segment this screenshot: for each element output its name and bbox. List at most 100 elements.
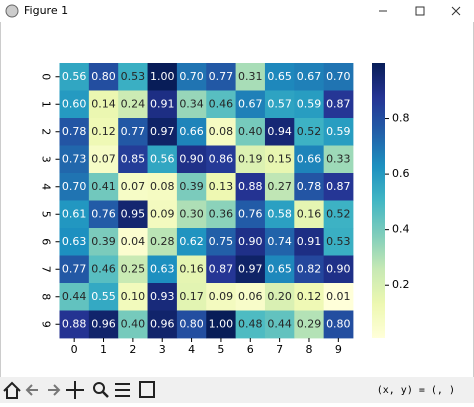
heatmap-cell <box>235 255 266 284</box>
cell-label: 0.93 <box>150 290 175 303</box>
heatmap-cell <box>264 283 295 311</box>
heatmap-cell <box>88 310 119 339</box>
cell-label: 0.12 <box>91 125 116 138</box>
y-tick-label: 1 <box>40 101 53 108</box>
cell-label: 0.77 <box>62 262 87 275</box>
cell-label: 0.97 <box>238 262 263 275</box>
heatmap-cell <box>264 173 295 201</box>
cell-label: 0.61 <box>62 207 87 220</box>
cell-label: 0.94 <box>267 125 292 138</box>
cell-label: 0.77 <box>121 125 146 138</box>
y-tick-label: 5 <box>40 211 53 218</box>
heatmap-cell <box>294 145 325 174</box>
heatmap-cell <box>118 255 148 284</box>
cell-label: 0.76 <box>91 207 116 220</box>
maximize-button[interactable] <box>415 6 425 16</box>
title-bar <box>0 0 474 22</box>
cell-label: 0.66 <box>297 152 322 165</box>
heatmap-cell <box>323 255 354 284</box>
heatmap-cell <box>206 145 236 174</box>
back-button[interactable] <box>25 384 38 396</box>
cell-label: 0.87 <box>209 262 234 275</box>
heatmap-cell <box>323 200 354 229</box>
heatmap-cell <box>59 200 90 229</box>
heatmap-cell <box>88 173 119 201</box>
y-tick-label: 0 <box>40 73 53 80</box>
heatmap-cell <box>235 145 266 174</box>
heatmap-cell <box>294 310 325 339</box>
heatmap-cell <box>294 118 325 146</box>
cell-label: 0.28 <box>150 235 175 248</box>
cell-label: 0.96 <box>91 317 116 330</box>
cell-label: 0.91 <box>297 235 322 248</box>
cell-label: 0.52 <box>297 125 322 138</box>
close-button[interactable] <box>451 6 461 16</box>
cell-label: 0.90 <box>179 152 204 165</box>
heatmap-cell <box>59 310 90 339</box>
cell-label: 0.78 <box>297 180 322 193</box>
heatmap-cell <box>206 310 236 339</box>
heatmap-cell <box>206 255 236 284</box>
cell-label: 0.40 <box>238 125 263 138</box>
heatmap-cell <box>294 255 325 284</box>
cell-label: 0.55 <box>91 290 116 303</box>
home-button[interactable] <box>3 381 21 399</box>
cell-label: 0.60 <box>62 97 87 110</box>
configure-button[interactable] <box>115 383 130 397</box>
heatmap-cell <box>118 90 148 119</box>
cell-label: 0.30 <box>179 207 204 220</box>
cell-label: 0.80 <box>91 70 116 83</box>
cell-label: 0.73 <box>62 152 87 165</box>
x-tick-label: 7 <box>276 343 283 356</box>
cell-label: 0.53 <box>121 70 146 83</box>
heatmap-cell <box>147 118 178 146</box>
heatmap-cell <box>294 283 325 311</box>
heatmap-cell <box>235 90 266 119</box>
heatmap-cell <box>206 63 236 91</box>
heatmap-cell <box>206 228 236 256</box>
status-text: (x, y) = (, ) <box>377 385 455 396</box>
cell-label: 0.65 <box>267 70 292 83</box>
heatmap-cell <box>147 283 178 311</box>
heatmap-cell <box>147 173 178 201</box>
cell-label: 0.08 <box>150 180 175 193</box>
heatmap-cell <box>176 200 207 229</box>
cell-label: 0.70 <box>179 70 204 83</box>
cell-label: 0.29 <box>297 317 322 330</box>
colorbar-tick-label: 0.8 <box>392 112 410 125</box>
cell-label: 0.70 <box>62 180 87 193</box>
heatmap-cell <box>88 200 119 229</box>
cell-label: 0.07 <box>121 180 146 193</box>
cell-label: 0.87 <box>326 97 351 110</box>
x-tick-label: 6 <box>247 343 254 356</box>
cell-label: 0.62 <box>179 235 204 248</box>
cell-label: 0.34 <box>179 97 204 110</box>
cell-label: 0.59 <box>326 125 351 138</box>
heatmap-cell <box>118 118 148 146</box>
zoom-button[interactable] <box>93 382 105 394</box>
heatmap-cell <box>176 118 207 146</box>
heatmap-cell <box>264 145 295 174</box>
forward-button[interactable] <box>48 384 61 396</box>
save-button[interactable] <box>139 381 155 398</box>
cell-label: 0.59 <box>297 97 322 110</box>
heatmap-cell <box>323 145 354 174</box>
pan-button[interactable] <box>66 381 84 399</box>
cell-label: 0.87 <box>326 180 351 193</box>
cell-label: 0.12 <box>297 290 322 303</box>
heatmap-cell <box>323 173 354 201</box>
heatmap-cell <box>206 173 236 201</box>
cell-label: 0.96 <box>150 317 175 330</box>
heatmap-cell <box>59 228 90 256</box>
heatmap-cell <box>206 118 236 146</box>
cell-label: 0.74 <box>267 235 292 248</box>
x-tick-label: 5 <box>217 343 224 356</box>
heatmap-cell <box>235 63 266 91</box>
heatmap-cell <box>235 118 266 146</box>
heatmap-cell <box>294 63 325 91</box>
cell-label: 0.31 <box>238 70 263 83</box>
heatmap-cell <box>147 145 178 174</box>
heatmap-cell <box>176 310 207 339</box>
cell-label: 0.57 <box>267 97 292 110</box>
cell-label: 0.82 <box>297 262 322 275</box>
